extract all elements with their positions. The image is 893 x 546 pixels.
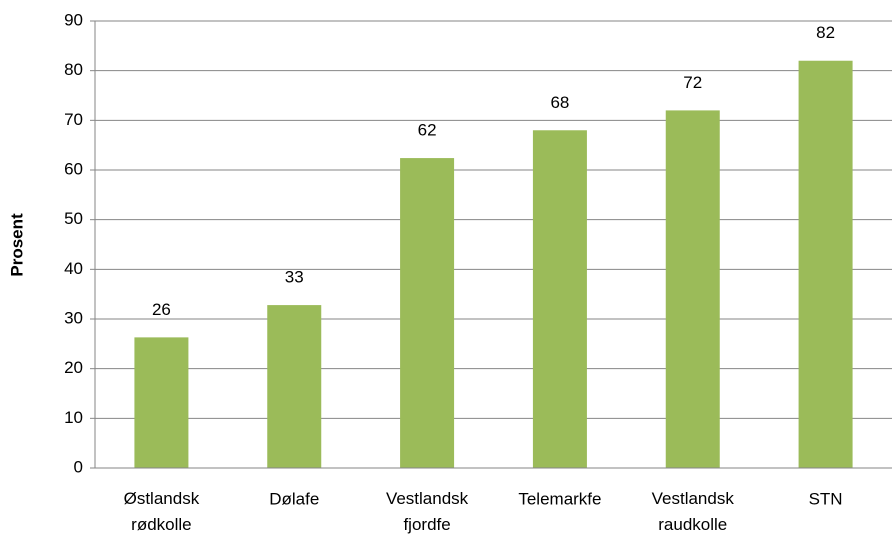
data-label: 82 bbox=[816, 23, 835, 42]
bar bbox=[267, 305, 322, 468]
bar bbox=[400, 158, 455, 468]
bar bbox=[134, 337, 189, 468]
x-tick-label: Dølafe bbox=[269, 489, 319, 508]
y-tick-label: 50 bbox=[64, 209, 83, 228]
y-tick-label: 80 bbox=[64, 60, 83, 79]
x-tick-label: Vestlandsk fjordfe bbox=[386, 489, 469, 534]
bar bbox=[665, 110, 720, 469]
bar bbox=[532, 130, 587, 468]
y-tick-label: 30 bbox=[64, 308, 83, 327]
bar bbox=[798, 60, 853, 468]
y-tick-label: 40 bbox=[64, 259, 83, 278]
y-tick-label: 60 bbox=[64, 159, 83, 178]
y-tick-label: 20 bbox=[64, 358, 83, 377]
y-tick-label: 10 bbox=[64, 408, 83, 427]
y-axis-label: Prosent bbox=[7, 213, 26, 277]
x-tick-label: STN bbox=[809, 489, 843, 508]
data-label: 72 bbox=[683, 73, 702, 92]
x-tick-label: Vestlandsk raudkolle bbox=[652, 489, 735, 534]
data-label: 26 bbox=[152, 300, 171, 319]
data-label: 33 bbox=[285, 268, 304, 287]
x-tick-label: Telemarkfe bbox=[518, 489, 601, 508]
y-tick-label: 70 bbox=[64, 110, 83, 129]
data-label: 68 bbox=[550, 93, 569, 112]
y-tick-label: 0 bbox=[74, 457, 83, 476]
y-tick-label: 90 bbox=[64, 10, 83, 29]
data-label: 62 bbox=[418, 121, 437, 140]
x-tick-label: Østlandsk rødkolle bbox=[124, 489, 200, 534]
